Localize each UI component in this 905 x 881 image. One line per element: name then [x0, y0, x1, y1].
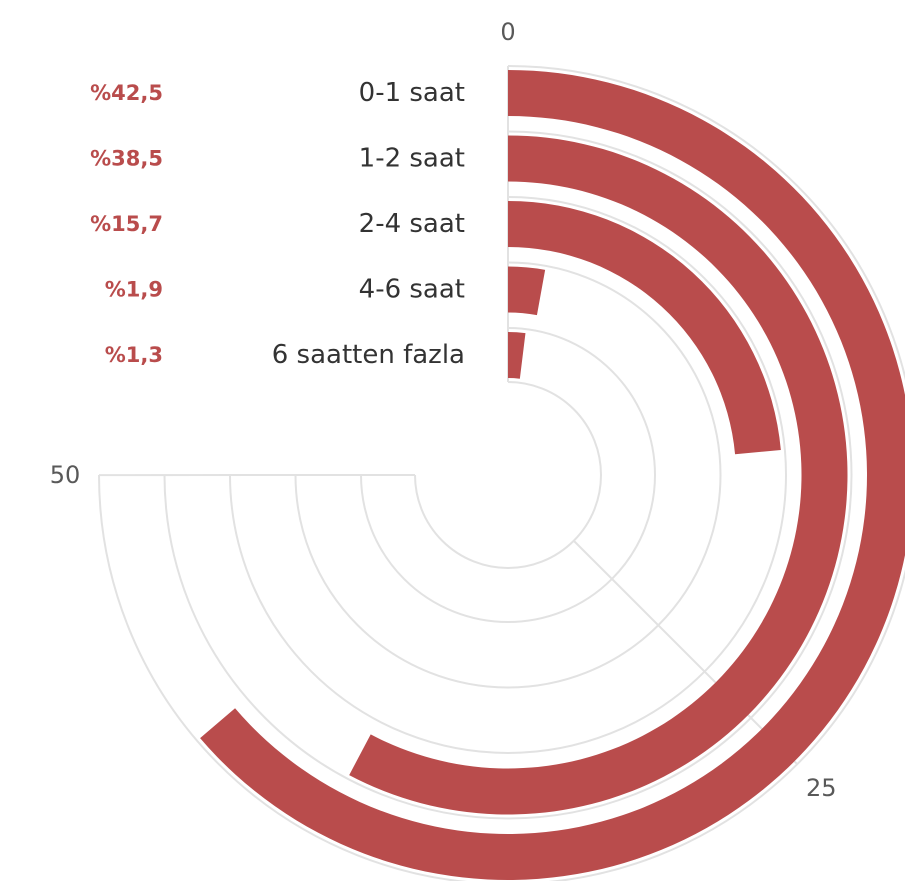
- category-label: 4-6 saat: [359, 275, 465, 305]
- bar-4: [508, 266, 546, 316]
- category-label: 6 saatten fazla: [272, 340, 465, 370]
- value-label: %1,9: [105, 278, 163, 302]
- category-label: 0-1 saat: [359, 78, 465, 108]
- bar-3: [508, 201, 781, 455]
- value-label: %38,5: [90, 147, 163, 171]
- grid: [98, 65, 905, 881]
- bar-5: [508, 332, 526, 379]
- value-label: %15,7: [90, 212, 163, 236]
- value-label: %42,5: [90, 81, 163, 105]
- category-label: 2-4 saat: [359, 209, 465, 239]
- category-labels: 0-1 saat %42,5 1-2 saat %38,5 2-4 saat %15,7 4…: [90, 78, 465, 370]
- grid-spoke: [573, 540, 798, 765]
- category-label: 1-2 saat: [359, 144, 465, 174]
- angular-ticks: 0 25 50: [50, 18, 837, 802]
- tick-label: 0: [500, 18, 515, 46]
- tick-label: 50: [50, 461, 81, 489]
- tick-label: 25: [806, 774, 837, 802]
- bars: [200, 70, 905, 880]
- grid-arc: [414, 381, 602, 569]
- bar-1: [200, 70, 905, 880]
- value-label: %1,3: [105, 343, 163, 367]
